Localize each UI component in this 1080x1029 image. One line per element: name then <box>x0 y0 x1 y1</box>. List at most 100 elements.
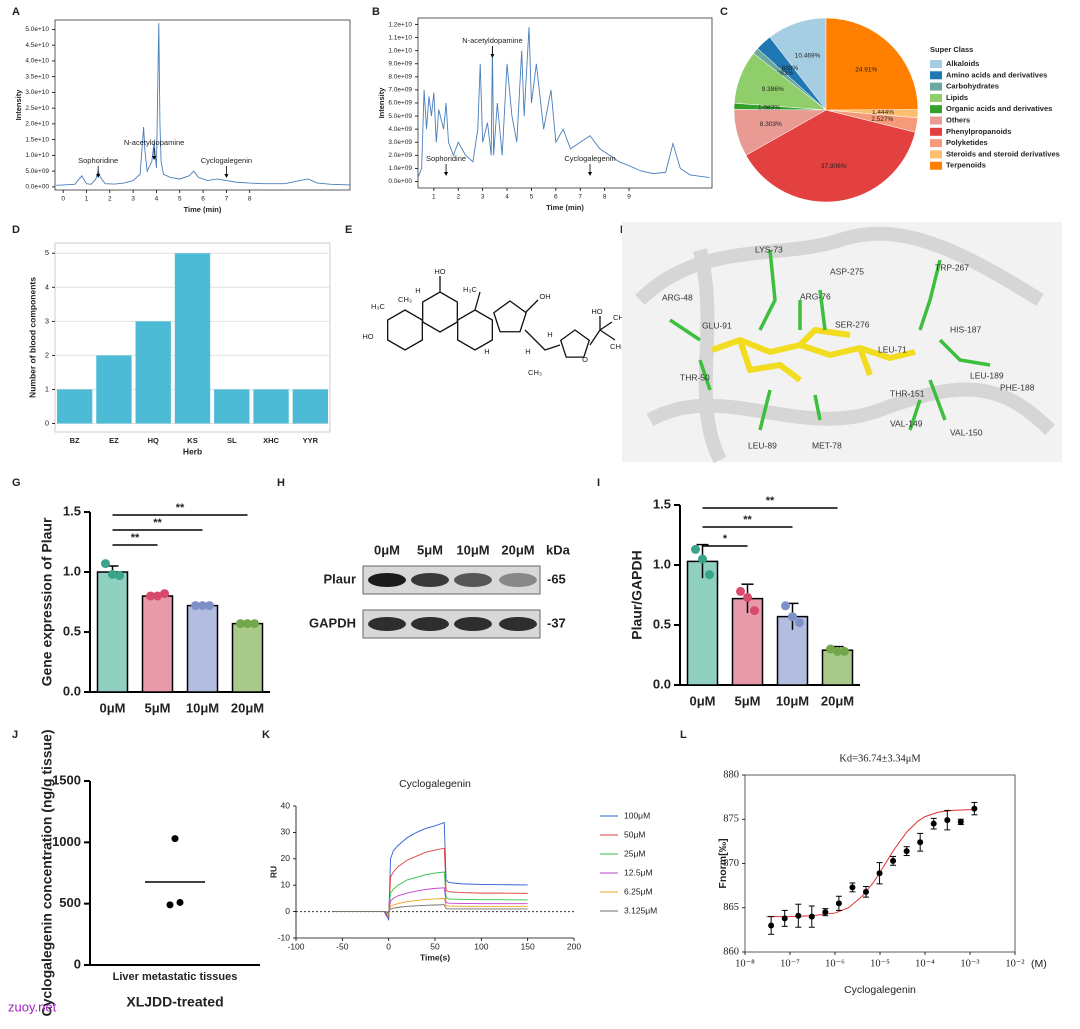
y-axis-label: Cyclogalegenin concentration (ng/g tissu… <box>39 729 55 1016</box>
x-tick-label: Liver metastatic tissues <box>113 971 238 983</box>
x-tick-label: 9 <box>627 194 631 201</box>
x-tick-label: XHC <box>263 436 279 445</box>
x-axis-label: Herb <box>183 446 202 456</box>
y-tick-label: 1.0e+10 <box>388 47 412 54</box>
y-tick-label: 4.0e+10 <box>25 58 49 65</box>
arrow-head <box>224 174 229 178</box>
y-tick-label: 880 <box>723 769 739 780</box>
y-tick-label: 10 <box>281 879 291 889</box>
significance-label: ** <box>153 517 162 529</box>
x-tick-label: 3 <box>481 194 485 201</box>
residue-label: THR-50 <box>680 372 710 382</box>
y-axis-label: Plaur/GAPDH <box>629 550 645 639</box>
residue-label: LYS-73 <box>755 244 783 254</box>
residue-label: SER-276 <box>835 319 870 329</box>
x-axis-label: Cyclogalegenin <box>844 984 916 996</box>
legend-swatch <box>930 116 942 125</box>
y-tick-label: 6.0e+09 <box>388 100 412 107</box>
panel-label: B <box>372 6 380 18</box>
y-tick-label: 0 <box>285 906 290 916</box>
y-tick-label: 4 <box>45 282 49 291</box>
y-tick-label: 1.1e+10 <box>388 34 412 41</box>
blot-band <box>411 617 449 631</box>
legend-swatch <box>930 82 942 91</box>
atom-label: HO <box>362 332 373 341</box>
y-tick-label: 1.5 <box>653 496 671 511</box>
pie-slice <box>825 17 919 111</box>
x-axis-label: XLJDD-treated <box>126 994 223 1010</box>
data-point <box>236 619 245 629</box>
panel-label: E <box>345 224 352 236</box>
y-tick-label: 3.0e+09 <box>388 139 412 146</box>
x-tick-label: -50 <box>336 941 349 951</box>
legend-label: Organic acids and derivatives <box>946 104 1052 113</box>
legend-swatch <box>930 105 942 114</box>
data-point <box>840 646 849 656</box>
x-tick-label: 0μM <box>689 693 715 708</box>
data-point <box>903 848 910 855</box>
slice-label: 10.469% <box>795 53 821 60</box>
y-axis-label: Intensity <box>377 87 386 119</box>
data-point <box>876 870 883 877</box>
x-tick-label: 10⁻⁵ <box>870 958 890 969</box>
bar <box>174 253 211 424</box>
atom-label: CH₃ <box>528 368 542 377</box>
annotation: Sophoridine <box>426 154 466 163</box>
y-tick-label: 1.0 <box>653 556 671 571</box>
x-tick-label: YYR <box>303 436 319 445</box>
blot-band <box>411 573 449 587</box>
arrow-head <box>96 174 101 178</box>
atom-label: O <box>582 355 588 364</box>
data-point <box>781 915 788 922</box>
x-tick-label: 10⁻⁸ <box>735 958 755 969</box>
marker-label: -65 <box>547 571 566 586</box>
atom-label: H <box>525 347 530 356</box>
slice-label: 37.906% <box>821 163 847 170</box>
x-tick-label: KS <box>187 436 197 445</box>
x-tick-label: 20μM <box>231 700 264 715</box>
bar <box>231 622 264 693</box>
data-point <box>166 901 174 909</box>
legend-label: Alkaloids <box>946 59 979 68</box>
residue-label: VAL-150 <box>950 427 983 437</box>
y-axis-label: RU <box>268 866 278 878</box>
x-tick-label: 0μM <box>99 700 125 715</box>
residue-label: HIS-187 <box>950 324 981 334</box>
legend-swatch <box>930 93 942 102</box>
bar <box>776 615 809 686</box>
x-tick-label: -100 <box>287 941 304 951</box>
y-tick-label: 30 <box>281 827 291 837</box>
y-tick-label: 7.0e+09 <box>388 87 412 94</box>
bar <box>186 604 219 693</box>
data-point <box>750 606 759 616</box>
slice-label: 24.91% <box>855 66 877 73</box>
y-tick-label: 8.0e+09 <box>388 74 412 81</box>
significance-label: ** <box>131 532 140 544</box>
annotation: N-acetyldopamine <box>462 36 522 45</box>
legend-label: 3.125μM <box>624 905 657 915</box>
residue-label: TRP-267 <box>935 262 969 272</box>
slice-label: 1.444% <box>872 109 894 116</box>
legend-label: Terpenoids <box>946 161 986 170</box>
data-point <box>930 820 937 827</box>
legend-label: 100μM <box>624 810 650 820</box>
panel-label: A <box>12 6 20 18</box>
arrow-head <box>588 172 593 176</box>
x-tick-label: 150 <box>521 941 535 951</box>
legend-label: Steroids and steroid derivatives <box>946 149 1060 158</box>
y-tick-label: 500 <box>59 895 81 910</box>
y-tick-label: 1.2e+10 <box>388 21 412 28</box>
residue-label: ARG-76 <box>800 291 831 301</box>
legend-swatch <box>930 139 942 148</box>
atom-label: H₃C <box>463 285 477 294</box>
x-tick-label: 0 <box>61 196 65 203</box>
x-tick-label: 6 <box>554 194 558 201</box>
x-tick-label: 200 <box>567 941 581 951</box>
legend-label: Lipids <box>946 93 968 102</box>
x-tick-label: 10⁻⁴ <box>915 958 935 969</box>
atom-label: CH₃ <box>610 342 624 351</box>
blot-band <box>454 573 492 587</box>
residue-label: VAL-149 <box>890 418 923 428</box>
x-tick-label: 10⁻² <box>1005 958 1024 969</box>
protein-label: GAPDH <box>309 615 356 630</box>
